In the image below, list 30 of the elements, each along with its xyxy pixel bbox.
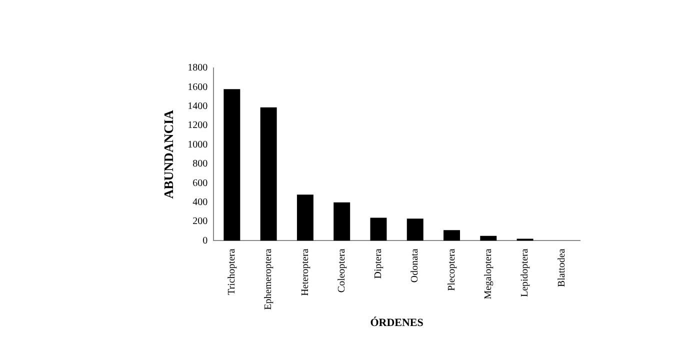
y-tick-label: 200 [192, 216, 208, 228]
y-tick-label: 400 [192, 196, 208, 208]
x-tick-label: Plecoptera [446, 248, 458, 291]
y-tick-label: 0 [202, 235, 208, 246]
bar [406, 218, 424, 241]
x-tick-label: Heteroptera [300, 248, 311, 296]
x-tick-label: Megaloptera [483, 248, 494, 300]
bar [444, 230, 460, 241]
y-axis-title: ABUNDANCIA [161, 109, 176, 199]
y-tick-label: 600 [192, 178, 208, 189]
y-tick-label: 1400 [188, 101, 208, 112]
bar [260, 107, 277, 241]
x-tick-label: Ephemeroptera [263, 248, 274, 310]
x-tick-label: Diptera [373, 248, 384, 279]
y-tick-label: 1000 [188, 139, 208, 150]
x-tick-label: Blattodea [556, 248, 568, 288]
bar [224, 89, 240, 241]
x-tick-label: Coleoptera [336, 248, 348, 293]
y-tick-label: 1800 [188, 62, 208, 74]
bar [370, 218, 387, 241]
x-tick-label: Lepidoptera [520, 248, 531, 298]
bar [334, 202, 350, 241]
x-tick-label: Odonata [410, 248, 421, 283]
bar [480, 236, 497, 241]
x-tick-label: Trichoptera [226, 248, 238, 296]
x-axis-title: ÓRDENES [370, 316, 424, 330]
y-tick-label: 800 [192, 158, 208, 170]
y-tick-label: 1600 [188, 82, 208, 93]
y-tick-label: 1200 [188, 120, 208, 132]
bar [296, 194, 314, 241]
